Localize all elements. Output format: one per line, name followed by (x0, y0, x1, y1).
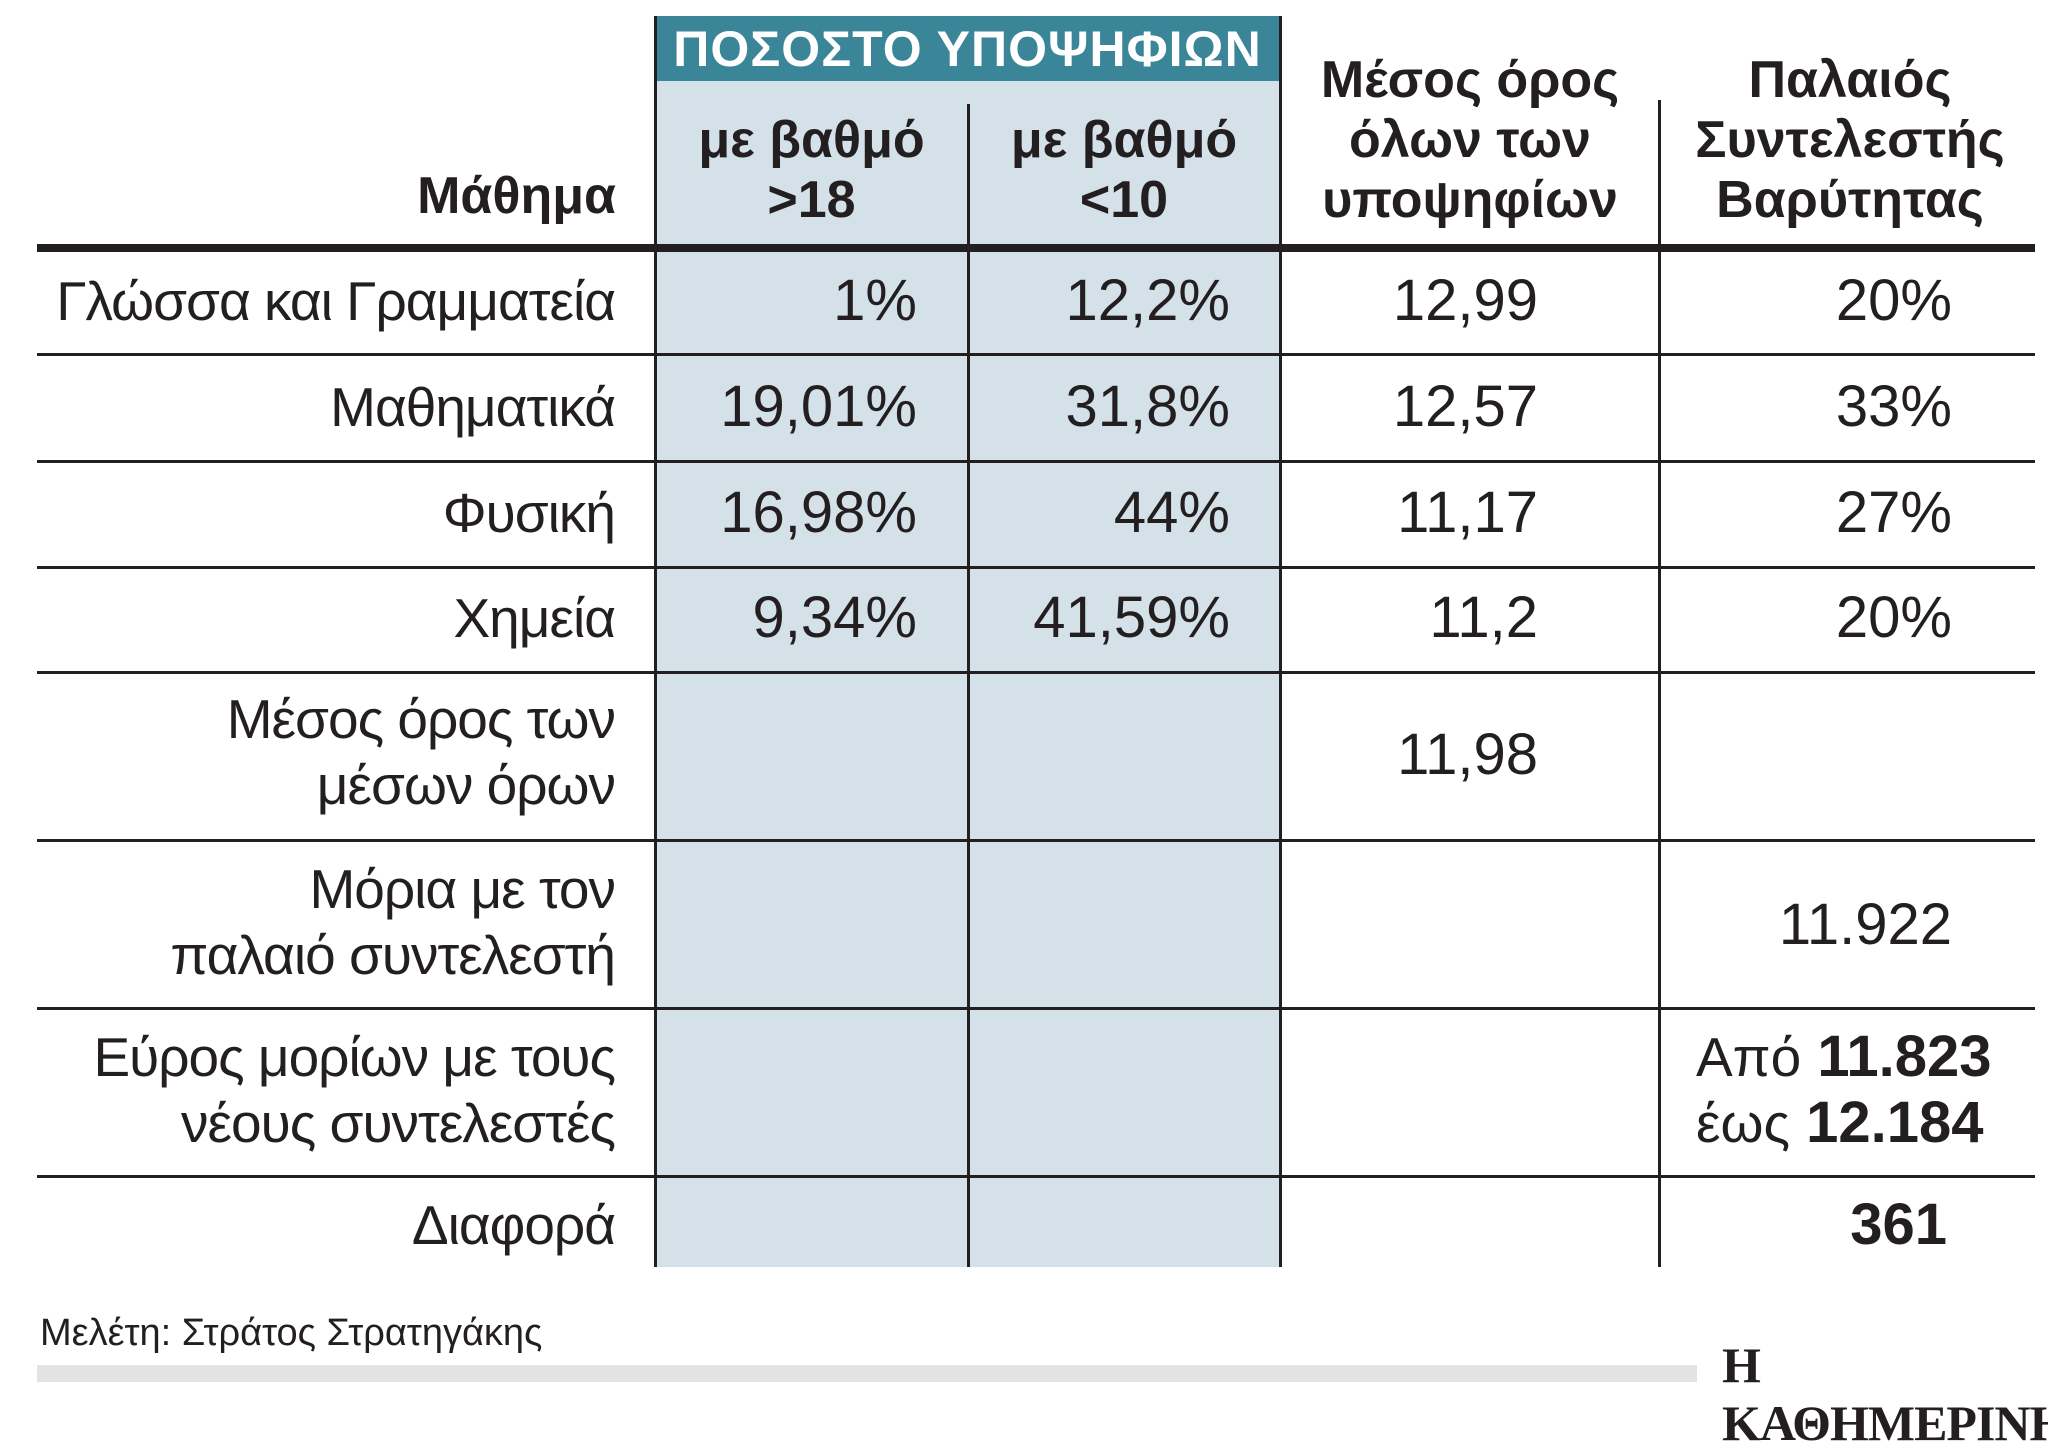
row-rule-3 (37, 566, 2035, 569)
divider-v-2 (967, 104, 970, 1267)
row-label-line1: Εύρος μορίων με τους (93, 1026, 616, 1088)
cell-coefficient: 20% (1835, 585, 1952, 650)
row-rule-6 (37, 1007, 2035, 1010)
row-label-line2: νέους συντελεστές (181, 1092, 616, 1154)
header-gt18-line2: >18 (767, 171, 856, 229)
row-rule-2 (37, 460, 2035, 463)
cell-gt18: 19,01% (720, 374, 917, 439)
footer-bar (37, 1365, 1697, 1382)
row-label-line1: Μόρια με τον (309, 858, 616, 920)
footer-credit: Μελέτη: Στράτος Στρατηγάκης (40, 1312, 543, 1354)
header-gt18: με βαθμό >18 (655, 110, 968, 230)
header-subject-label: Μάθημα (417, 167, 616, 225)
cell-average: 11,98 (1397, 722, 1538, 787)
header-rule (37, 244, 2035, 252)
range-from-label: Από (1696, 1026, 1802, 1088)
header-average-line3: υποψηφίων (1322, 171, 1618, 229)
row-subject: Χημεία (453, 587, 617, 649)
cell-average: 12,99 (1392, 268, 1538, 333)
header-subject: Μάθημα (300, 166, 616, 226)
cell-coefficient: 20% (1835, 268, 1952, 333)
header-gt18-line1: με βαθμό (698, 111, 925, 169)
shaded-column-lt10 (968, 81, 1280, 1267)
cell-coefficient: 27% (1835, 480, 1952, 545)
cell-gt18: 9,34% (752, 585, 917, 650)
header-average-line2: όλων των (1349, 111, 1591, 169)
range-to: έως 12.184 (1696, 1090, 1984, 1156)
cell-average: 11,2 (1429, 585, 1538, 650)
divider-v-4 (1658, 100, 1661, 1267)
cell-coefficient: 11.922 (1778, 892, 1952, 957)
row-subject: Φυσική (442, 482, 616, 544)
header-coef-line1: Παλαιός (1748, 51, 1952, 109)
header-old-coefficient: Παλαιός Συντελεστής Βαρύτητας (1662, 50, 2038, 230)
cell-gt18: 1% (833, 268, 917, 333)
cell-average: 11,17 (1397, 480, 1538, 545)
range-from-value: 11.823 (1817, 1024, 1992, 1089)
header-average: Μέσος όρος όλων των υποψηφίων (1282, 50, 1658, 230)
group-header-label: ΠΟΣΟΣΤΟ ΥΠΟΨΗΦΙΩΝ (673, 20, 1262, 77)
row-subject: Γλώσσα και Γραμματεία (56, 270, 616, 332)
row-subject: Μαθηματικά (330, 376, 616, 438)
row-label: Διαφορά (411, 1194, 616, 1256)
row-rule-5 (37, 839, 2035, 842)
cell-lt10: 12,2% (1065, 268, 1230, 333)
cell-gt18: 16,98% (720, 480, 917, 545)
cell-lt10: 31,8% (1065, 374, 1230, 439)
row-label-line1: Μέσος όρος των (226, 688, 616, 750)
row-rule-1 (37, 353, 2035, 356)
header-lt10-line1: με βαθμό (1010, 111, 1238, 169)
header-coef-line2: Συντελεστής (1695, 111, 2005, 169)
header-lt10: με βαθμό <10 (968, 110, 1280, 230)
row-rule-7 (37, 1175, 2035, 1178)
row-rule-4 (37, 671, 2035, 674)
row-label-line2: μέσων όρων (316, 754, 616, 816)
header-coef-line3: Βαρύτητας (1716, 171, 1984, 229)
cell-lt10: 44% (1113, 480, 1230, 545)
group-header-candidates-percentage: ΠΟΣΟΣΤΟ ΥΠΟΨΗΦΙΩΝ (655, 16, 1280, 81)
divider-v-1 (654, 16, 657, 1267)
range-from: Από 11.823 (1696, 1024, 1992, 1090)
shaded-column-gt18 (655, 81, 968, 1267)
divider-v-3 (1279, 16, 1282, 1267)
row-label-line2: παλαιό συντελεστή (170, 924, 616, 986)
header-average-line1: Μέσος όρος (1320, 51, 1620, 109)
publisher-logo: Η ΚΑΘΗΜΕΡΙΝΗ (1722, 1337, 2048, 1451)
cell-coefficient: 33% (1835, 374, 1952, 439)
cell-lt10: 41,59% (1033, 585, 1230, 650)
cell-coefficient: 361 (1850, 1192, 1947, 1257)
header-lt10-line2: <10 (1079, 171, 1169, 229)
range-to-label: έως (1696, 1092, 1790, 1154)
range-to-value: 12.184 (1806, 1090, 1984, 1155)
cell-average: 12,57 (1392, 374, 1538, 439)
